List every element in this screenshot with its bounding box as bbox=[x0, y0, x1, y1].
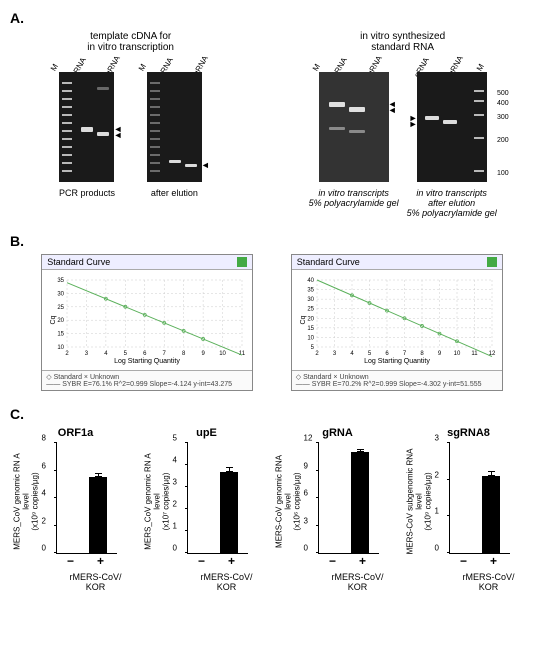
svg-text:9: 9 bbox=[202, 351, 206, 357]
caption-pcr: PCR products bbox=[47, 188, 126, 198]
svg-text:2: 2 bbox=[315, 351, 319, 357]
bar-ylabel: MERS_CoV genomic RN A level (x10⁹ copies… bbox=[12, 447, 39, 557]
bar-xlabel: rMERS-CoV/ KOR bbox=[187, 572, 267, 592]
svg-text:10: 10 bbox=[58, 345, 65, 351]
panel-b-label: B. bbox=[10, 233, 534, 249]
svg-text:10: 10 bbox=[307, 335, 314, 341]
bar-plot: MERS_CoV genomic RN A level (x10⁹ copies… bbox=[56, 443, 117, 554]
svg-text:Log Starting Quantity: Log Starting Quantity bbox=[114, 358, 180, 365]
svg-text:5: 5 bbox=[310, 345, 314, 351]
panel-a-label: A. bbox=[10, 10, 534, 26]
bar-chart-upE: upE MERS_CoV genomic RN A level (x10⁷ cop… bbox=[147, 427, 267, 592]
svg-text:35: 35 bbox=[307, 288, 314, 294]
svg-text:Cq: Cq bbox=[300, 315, 307, 324]
svg-text:15: 15 bbox=[58, 332, 65, 338]
bar-xlabel: rMERS-CoV/ KOR bbox=[449, 572, 529, 592]
svg-text:7: 7 bbox=[163, 351, 167, 357]
svg-text:20: 20 bbox=[307, 316, 314, 322]
svg-text:Cq: Cq bbox=[50, 315, 57, 324]
caption-transcripts: in vitro transcripts 5% polyacrylamide g… bbox=[309, 188, 399, 208]
curve-footer: ◇ Standard × Unknown —— SYBR E=76.1% R^2… bbox=[42, 370, 252, 390]
caption-transcripts-elution: in vitro transcripts after elution 5% po… bbox=[407, 188, 497, 218]
bar-title: ORF1a bbox=[16, 427, 136, 439]
curve-footer: ◇ Standard × Unknown —— SYBR E=70.2% R^2… bbox=[292, 370, 502, 390]
bar-chart-sgRNA8: sgRNA8 MERS-CoV subgenomic RNA level (x10… bbox=[409, 427, 529, 592]
svg-text:15: 15 bbox=[307, 326, 314, 332]
svg-text:6: 6 bbox=[385, 351, 389, 357]
svg-text:8: 8 bbox=[182, 351, 186, 357]
svg-text:5: 5 bbox=[124, 351, 128, 357]
bar-plot: MERS-CoV subgenomic RNA level (x10⁹ copi… bbox=[449, 443, 510, 554]
panel-c-label: C. bbox=[10, 406, 534, 422]
svg-text:3: 3 bbox=[333, 351, 337, 357]
bar-chart-ORF1a: ORF1a MERS_CoV genomic RN A level (x10⁹ c… bbox=[16, 427, 136, 592]
bar-chart-gRNA: gRNA MERS-CoV genomic RNA level (x10⁶ cop… bbox=[278, 427, 398, 592]
chart-icon bbox=[487, 257, 497, 267]
bar-title: gRNA bbox=[278, 427, 398, 439]
curve-title: Standard Curve bbox=[297, 257, 360, 267]
bar-plot: MERS-CoV genomic RNA level (x10⁶ copies/… bbox=[318, 443, 379, 554]
svg-text:35: 35 bbox=[58, 278, 65, 284]
bar-title: sgRNA8 bbox=[409, 427, 529, 439]
panel-a: A. template cDNA for in vitro transcript… bbox=[10, 10, 534, 218]
svg-text:Log Starting Quantity: Log Starting Quantity bbox=[364, 358, 430, 365]
gel-transcripts-elution: ► ► 500 400 300 200 100 bbox=[417, 72, 487, 182]
gel-pcr: ◄ ◄ bbox=[59, 72, 114, 182]
panel-c: C. ORF1a MERS_CoV genomic RN A level (x10… bbox=[10, 406, 534, 592]
standard-curve-chart: Standard Curve 5 10 15 20 25 30 35 40 2 3 4 5 6 7 8 9 10 1… bbox=[291, 254, 503, 391]
curve-section: Standard Curve101520253035234567891011Cq… bbox=[10, 254, 534, 391]
bar-ylabel: MERS-CoV subgenomic RNA level (x10⁹ copi… bbox=[405, 447, 432, 557]
bar-xlabel: rMERS-CoV/ KOR bbox=[56, 572, 136, 592]
svg-text:25: 25 bbox=[58, 305, 65, 311]
svg-text:25: 25 bbox=[307, 307, 314, 313]
bar-ylabel: MERS-CoV genomic RNA level (x10⁶ copies/… bbox=[274, 447, 301, 557]
svg-text:4: 4 bbox=[350, 351, 354, 357]
svg-text:10: 10 bbox=[219, 351, 226, 357]
caption-elution: after elution bbox=[135, 188, 214, 198]
gel-group-right: in vitro synthesized standard RNA MgRNAs… bbox=[309, 31, 497, 218]
svg-text:30: 30 bbox=[307, 297, 314, 303]
svg-text:7: 7 bbox=[403, 351, 407, 357]
bar-title: upE bbox=[147, 427, 267, 439]
svg-text:40: 40 bbox=[307, 278, 314, 284]
panel-b: B. Standard Curve10152025303523456789101… bbox=[10, 233, 534, 391]
gel-group-left-title: template cDNA for in vitro transcription bbox=[47, 31, 214, 53]
standard-curve-chart: Standard Curve101520253035234567891011Cq… bbox=[41, 254, 253, 391]
gel-elution: ◄ bbox=[147, 72, 202, 182]
svg-text:3: 3 bbox=[85, 351, 89, 357]
gel-group-left: template cDNA for in vitro transcription… bbox=[47, 31, 214, 218]
curve-title: Standard Curve bbox=[47, 257, 110, 267]
svg-text:4: 4 bbox=[104, 351, 108, 357]
svg-text:30: 30 bbox=[58, 291, 65, 297]
svg-text:5: 5 bbox=[368, 351, 372, 357]
gel-section: template cDNA for in vitro transcription… bbox=[10, 31, 534, 218]
bar-xlabel: rMERS-CoV/ KOR bbox=[318, 572, 398, 592]
svg-text:8: 8 bbox=[420, 351, 424, 357]
svg-text:9: 9 bbox=[438, 351, 442, 357]
svg-text:20: 20 bbox=[58, 318, 65, 324]
gel-transcripts: ◄ ◄ bbox=[319, 72, 389, 182]
svg-text:10: 10 bbox=[453, 351, 460, 357]
svg-text:2: 2 bbox=[66, 351, 70, 357]
bar-plot: MERS_CoV genomic RN A level (x10⁷ copies… bbox=[187, 443, 248, 554]
bar-ylabel: MERS_CoV genomic RN A level (x10⁷ copies… bbox=[143, 447, 170, 557]
gel-group-right-title: in vitro synthesized standard RNA bbox=[309, 31, 497, 53]
chart-icon bbox=[237, 257, 247, 267]
svg-text:6: 6 bbox=[143, 351, 147, 357]
bar-section: ORF1a MERS_CoV genomic RN A level (x10⁹ c… bbox=[10, 427, 534, 592]
svg-text:11: 11 bbox=[471, 351, 478, 357]
